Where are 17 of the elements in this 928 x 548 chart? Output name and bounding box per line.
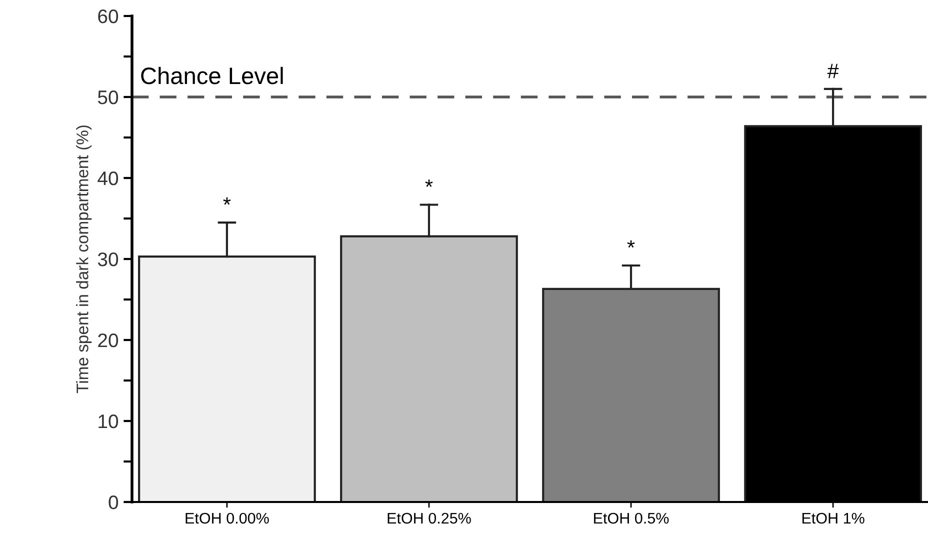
y-tick-label: 10 [98, 414, 118, 428]
y-tick-label: 20 [98, 333, 118, 348]
x-tick-label: EtOH 0.5% [594, 512, 669, 524]
y-tick-label: 0 [108, 495, 118, 510]
annotation: # [827, 64, 839, 78]
y-tick-label: 50 [98, 90, 118, 104]
annotation: * [425, 180, 433, 187]
annotation: * [627, 240, 635, 248]
x-tick-label: EtOH 0.00% [186, 512, 269, 524]
y-tick-label: 40 [98, 171, 118, 186]
y-tick-label: 30 [98, 252, 118, 266]
x-tick-label: EtOH 1% [802, 512, 864, 524]
ref-line-label: Chance Level [141, 66, 283, 84]
y-axis-title: Time spent in dark compartment (%) [76, 126, 92, 394]
annotation: * [223, 197, 231, 205]
x-tick-label: EtOH 0.25% [388, 512, 471, 524]
y-tick-label: 60 [98, 9, 118, 24]
